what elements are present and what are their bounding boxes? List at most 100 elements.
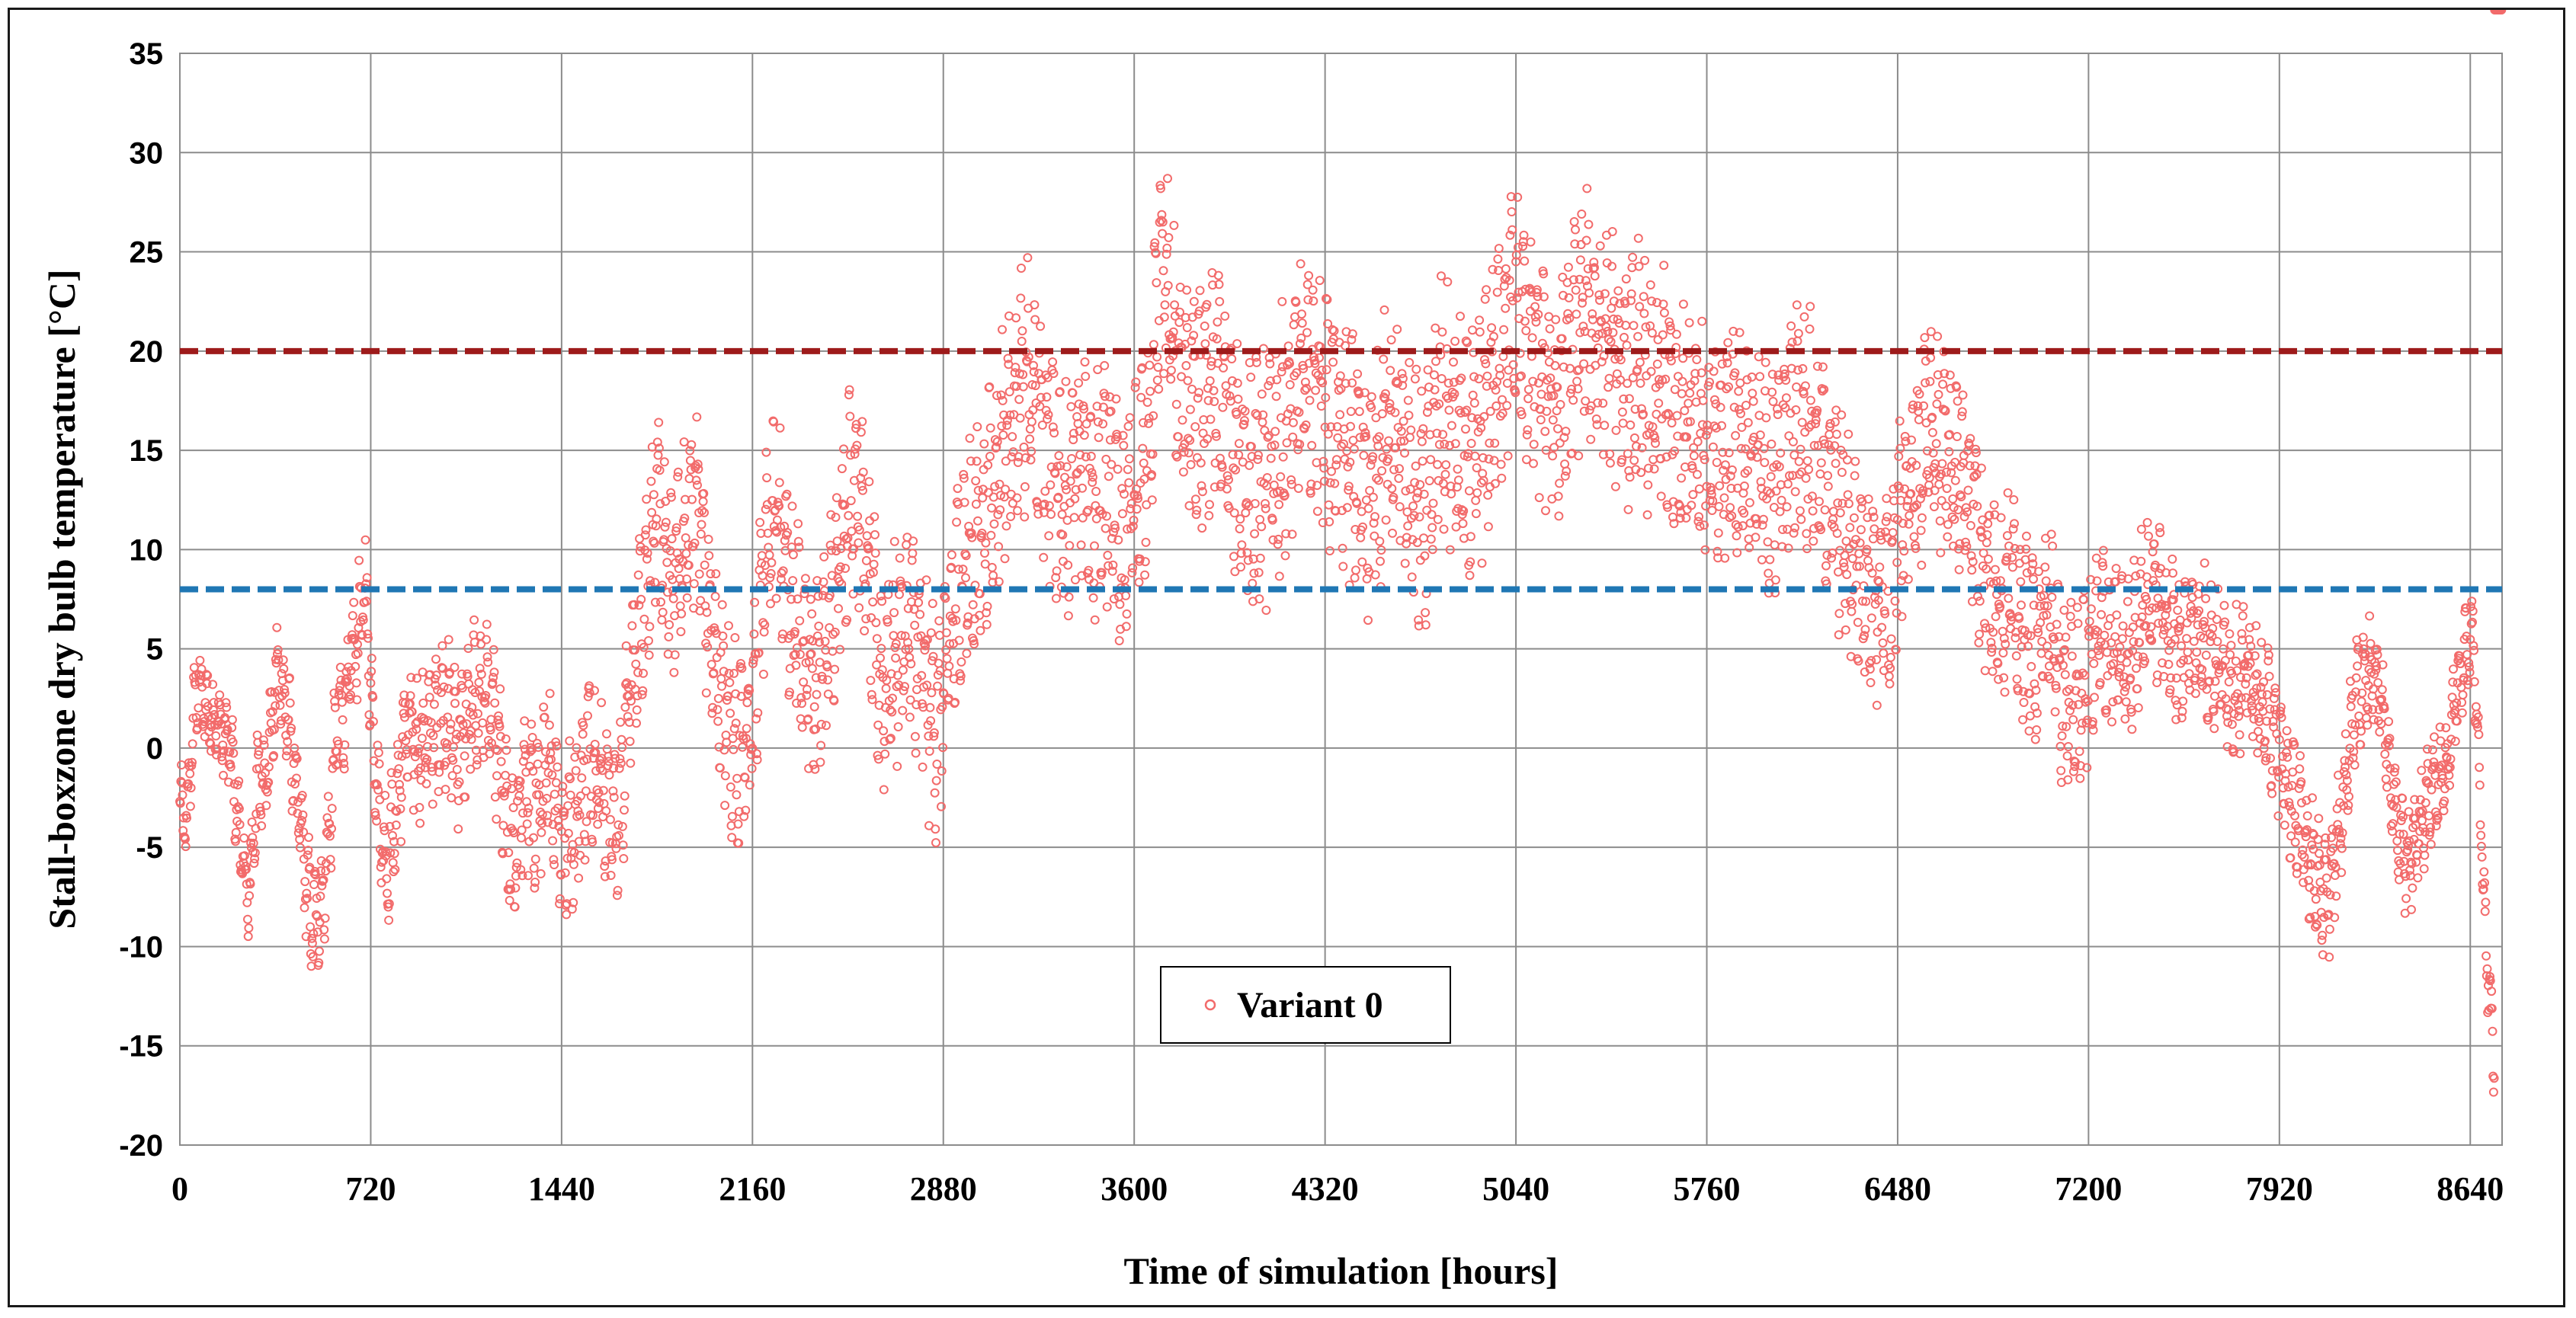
data-point [706,569,716,579]
data-point [1667,418,1677,428]
data-point [886,669,896,679]
data-point [1971,448,1981,458]
data-point [1474,374,1484,384]
data-point [559,808,569,817]
data-point [2363,705,2373,715]
data-point [2041,533,2050,543]
data-point [2003,488,2013,497]
data-point [1976,463,1986,473]
data-point [396,804,405,814]
data-point [1090,615,1100,625]
data-point [1106,406,1116,416]
data-point [982,608,992,618]
data-point [880,702,890,712]
data-point [729,668,739,678]
data-point [2097,558,2107,568]
data-point [1065,476,1075,486]
data-point [429,743,439,753]
data-point [2419,864,2429,874]
data-point [1972,469,1982,479]
data-point [1222,471,1232,481]
data-point [2369,684,2378,694]
data-point [1429,370,1439,380]
data-point [641,525,651,535]
data-point [547,770,557,780]
data-point [666,492,676,502]
data-point [327,804,337,814]
data-point [389,867,399,877]
data-point [2464,658,2474,668]
data-point [1703,426,1713,436]
data-point [1272,375,1282,385]
data-point [483,657,493,667]
data-point [1540,427,1550,437]
data-point [1784,431,1794,441]
data-point [2168,568,2177,578]
data-point [1897,612,1907,622]
data-point [2331,891,2341,901]
data-point [656,597,665,607]
data-point [2273,811,2283,821]
data-point [1346,421,1355,431]
data-point [1953,505,1963,515]
data-point [1549,391,1559,401]
data-point [530,854,540,864]
data-point [1431,323,1440,333]
data-point [998,395,1008,405]
data-point [1898,540,1908,550]
data-point [488,678,498,688]
data-point [1957,411,1967,421]
data-point [1255,553,1265,563]
data-point [1831,430,1841,439]
data-point [2312,920,2322,930]
data-point [2316,886,2326,896]
data-point [854,603,864,613]
data-point [351,678,361,688]
data-point [339,764,349,774]
data-point [1932,399,1942,409]
data-point [780,536,790,545]
data-point [1078,513,1088,523]
data-point [1866,613,1876,623]
data-point [1466,557,1475,567]
data-point [1727,511,1737,521]
data-point [1924,473,1934,483]
data-point [753,708,763,718]
data-point [1490,478,1500,488]
data-point [1488,331,1498,341]
data-point [2341,770,2351,779]
data-point [1224,504,1234,513]
data-point [888,693,897,703]
data-point [1076,540,1086,550]
data-point [2449,664,2458,674]
data-point [709,668,719,678]
data-point [1190,494,1200,504]
data-point [2439,806,2449,816]
data-point [646,576,655,586]
data-point [402,749,411,759]
data-point [2420,850,2430,860]
data-point [582,754,592,764]
data-point [382,874,392,884]
data-point [1842,570,1852,580]
data-point [978,493,988,503]
data-point [364,710,374,720]
data-point [1892,558,1902,568]
data-point [1802,529,1812,539]
data-point [954,635,964,645]
data-point [2220,656,2230,665]
data-point [1849,513,1859,523]
data-point [1266,453,1276,463]
data-point [2131,571,2141,581]
data-point [1011,363,1020,373]
data-point [1729,326,1738,336]
data-point [546,754,556,764]
data-point [501,745,511,755]
data-point [1251,357,1261,367]
data-point [1204,510,1214,520]
data-point [1227,376,1237,385]
data-point [1046,480,1056,490]
data-point [906,659,916,669]
data-point [774,501,784,511]
data-point [557,788,567,798]
